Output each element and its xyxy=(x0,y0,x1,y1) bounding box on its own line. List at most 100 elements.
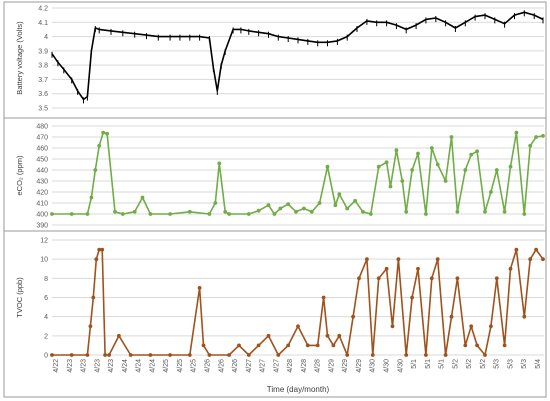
data-point xyxy=(483,353,487,357)
data-point xyxy=(469,152,474,157)
y-tick-label: 3.8 xyxy=(38,63,48,70)
data-point xyxy=(286,343,291,348)
data-point xyxy=(207,353,212,357)
x-tick-label: 4/26 xyxy=(218,359,225,373)
x-tick-label: 4/25 xyxy=(163,359,170,373)
data-point xyxy=(85,212,90,216)
data-point xyxy=(168,353,173,357)
data-point xyxy=(148,353,153,357)
data-point xyxy=(370,353,375,357)
data-point xyxy=(272,212,277,216)
data-point xyxy=(213,201,218,205)
data-point xyxy=(246,353,251,357)
data-point xyxy=(502,209,507,214)
series-line xyxy=(52,131,544,215)
y-tick-label: 4.1 xyxy=(38,20,48,27)
data-point xyxy=(376,164,381,169)
data-point xyxy=(201,343,206,348)
data-point xyxy=(508,266,513,271)
y-tick-label: 390 xyxy=(36,223,48,230)
data-point xyxy=(85,353,90,357)
y-tick-label: 3.9 xyxy=(38,48,48,55)
data-point xyxy=(266,203,271,208)
data-point xyxy=(120,212,125,216)
data-point xyxy=(365,257,369,262)
data-point xyxy=(69,212,74,216)
data-point xyxy=(187,353,192,357)
data-point xyxy=(455,209,460,214)
y-tick-label: 420 xyxy=(36,190,48,197)
y-tick-label: 440 xyxy=(36,168,48,175)
x-tick-label: 4/27 xyxy=(246,359,253,373)
x-tick-label: 4/27 xyxy=(273,359,280,373)
data-point xyxy=(256,343,261,348)
x-tick-label: 4/23 xyxy=(67,359,74,373)
data-point xyxy=(107,353,111,357)
data-point xyxy=(337,192,342,197)
data-point xyxy=(514,130,519,135)
y-tick-label: 10 xyxy=(40,257,48,264)
x-tick-label: 4/29 xyxy=(342,359,349,373)
data-point xyxy=(286,202,291,207)
data-point xyxy=(396,257,401,262)
data-point xyxy=(528,257,533,262)
data-point xyxy=(246,212,251,216)
panel-border xyxy=(3,230,547,398)
y-tick-label: 8 xyxy=(44,276,48,283)
data-point xyxy=(117,333,121,338)
y-tick-label: 480 xyxy=(36,124,48,131)
data-point xyxy=(337,333,342,338)
y-tick-label: 6 xyxy=(44,295,48,302)
data-point xyxy=(132,209,137,214)
x-tick-label: 4/25 xyxy=(191,359,198,373)
x-tick-label: 4/23 xyxy=(94,359,101,373)
x-tick-label: 4/30 xyxy=(384,359,391,373)
data-point xyxy=(227,212,232,216)
x-tick-label: 4/27 xyxy=(260,359,267,373)
data-point xyxy=(103,353,107,357)
data-point xyxy=(256,208,261,213)
x-tick-label: 4/23 xyxy=(108,359,115,373)
data-point xyxy=(89,195,94,200)
data-point xyxy=(528,143,533,148)
data-point xyxy=(522,212,527,216)
x-axis-label: Time (day/month) xyxy=(267,385,330,394)
data-point xyxy=(534,135,538,139)
x-tick-label: 5/2 xyxy=(452,359,459,369)
data-point xyxy=(325,164,330,169)
y-axis-label: Battery voltage (Volts) xyxy=(15,21,24,95)
data-point xyxy=(429,146,434,150)
x-tick-label: 4/30 xyxy=(370,359,377,373)
data-point xyxy=(455,276,460,281)
data-point xyxy=(302,206,306,211)
data-point xyxy=(376,276,381,281)
data-point xyxy=(91,295,96,300)
x-tick-label: 4/29 xyxy=(356,359,363,373)
data-point xyxy=(522,314,527,319)
x-tick-label: 4/28 xyxy=(315,359,322,373)
data-point xyxy=(416,151,420,156)
x-tick-label: 4/23 xyxy=(81,359,88,373)
data-point xyxy=(463,168,468,172)
data-point xyxy=(69,353,74,357)
data-point xyxy=(449,135,454,139)
y-axis-label: TVOC (ppb) xyxy=(15,277,24,318)
data-point xyxy=(217,161,222,166)
data-point xyxy=(296,324,300,329)
x-tick-label: 5/1 xyxy=(411,359,418,369)
data-point xyxy=(93,168,98,172)
data-point xyxy=(88,324,93,329)
data-point xyxy=(97,247,102,252)
data-point xyxy=(390,324,395,329)
data-point xyxy=(305,343,310,348)
data-point xyxy=(207,212,212,216)
data-point xyxy=(475,343,479,348)
data-point xyxy=(227,353,232,357)
data-point xyxy=(50,212,54,216)
y-tick-label: 470 xyxy=(36,135,48,142)
data-point xyxy=(514,247,519,252)
x-tick-label: 5/1 xyxy=(439,359,446,369)
data-point xyxy=(541,134,545,138)
data-point xyxy=(333,203,338,208)
